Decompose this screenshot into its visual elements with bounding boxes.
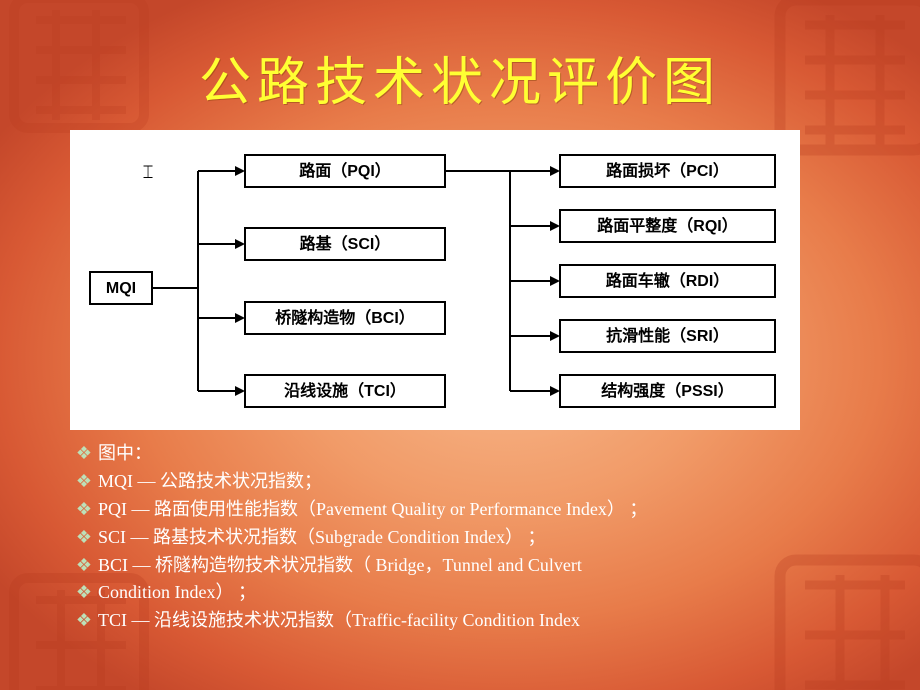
bullet-icon: ❖	[70, 496, 98, 524]
bullet-icon: ❖	[70, 468, 98, 496]
arrow-icon	[550, 166, 560, 176]
node-label-rdi: 路面车辙（RDI）	[606, 271, 730, 290]
legend-row: ❖ Condition Index） ；	[70, 579, 890, 607]
legend-item-text: TCI — 沿线设施技术状况指数（Traffic-facility Condit…	[98, 607, 890, 635]
node-label-pssi: 结构强度（PSSI）	[600, 381, 733, 400]
slide: 公路技术状况评价图 ⌶ MQI 路面（PQI） 路基（SCI） 桥隧构造物（BCI） 沿线…	[0, 0, 920, 690]
node-label-sci: 路基（SCI）	[300, 234, 391, 253]
arrow-icon	[550, 386, 560, 396]
legend-header: 图中：	[98, 440, 890, 468]
arrow-icon	[235, 239, 245, 249]
legend-item-text: MQI — 公路技术状况指数；	[98, 468, 890, 496]
node-label-pci: 路面损坏（PCI）	[606, 161, 729, 180]
legend-item-text: PQI — 路面使用性能指数（Pavement Quality or Perfo…	[98, 496, 890, 524]
arrow-icon	[235, 313, 245, 323]
node-label-mqi: MQI	[106, 280, 136, 297]
bullet-icon: ❖	[70, 552, 98, 580]
node-label-sri: 抗滑性能（SRI）	[606, 326, 729, 345]
legend-row: ❖ PQI — 路面使用性能指数（Pavement Quality or Per…	[70, 496, 890, 524]
node-label-tci: 沿线设施（TCI）	[284, 381, 406, 400]
node-label-rqi: 路面平整度（RQI）	[597, 216, 737, 235]
hierarchy-chart: ⌶ MQI 路面（PQI） 路基（SCI） 桥隧构造物（BCI） 沿线设施（TCI） 路面损…	[70, 130, 800, 430]
legend-item-text: SCI — 路基技术状况指数（Subgrade Condition Index）…	[98, 524, 890, 552]
arrow-icon	[550, 331, 560, 341]
arrow-icon	[550, 221, 560, 231]
chart-svg: ⌶ MQI 路面（PQI） 路基（SCI） 桥隧构造物（BCI） 沿线设施（TCI） 路面损…	[70, 130, 800, 430]
legend-item-text: Condition Index） ；	[98, 579, 890, 607]
legend: ❖ 图中： ❖ MQI — 公路技术状况指数；❖ PQI — 路面使用性能指数（…	[70, 440, 890, 635]
arrow-icon	[235, 166, 245, 176]
legend-row: ❖ TCI — 沿线设施技术状况指数（Traffic-facility Cond…	[70, 607, 890, 635]
legend-row: ❖ BCI — 桥隧构造物技术状况指数（ Bridge，Tunnel and C…	[70, 552, 890, 580]
legend-item-text: BCI — 桥隧构造物技术状况指数（ Bridge，Tunnel and Cul…	[98, 552, 890, 580]
bullet-icon: ❖	[70, 524, 98, 552]
bullet-icon: ❖	[70, 607, 98, 635]
ibeam-cursor-icon: ⌶	[143, 164, 154, 184]
arrow-icon	[235, 386, 245, 396]
legend-row: ❖ SCI — 路基技术状况指数（Subgrade Condition Inde…	[70, 524, 890, 552]
node-label-bci: 桥隧构造物（BCI）	[275, 308, 415, 327]
bullet-icon: ❖	[70, 440, 98, 468]
node-label-pqi: 路面（PQI）	[299, 161, 391, 180]
bullet-icon: ❖	[70, 579, 98, 607]
legend-header-row: ❖ 图中：	[70, 440, 890, 468]
slide-title: 公路技术状况评价图	[0, 40, 920, 115]
arrow-icon	[550, 276, 560, 286]
legend-row: ❖ MQI — 公路技术状况指数；	[70, 468, 890, 496]
